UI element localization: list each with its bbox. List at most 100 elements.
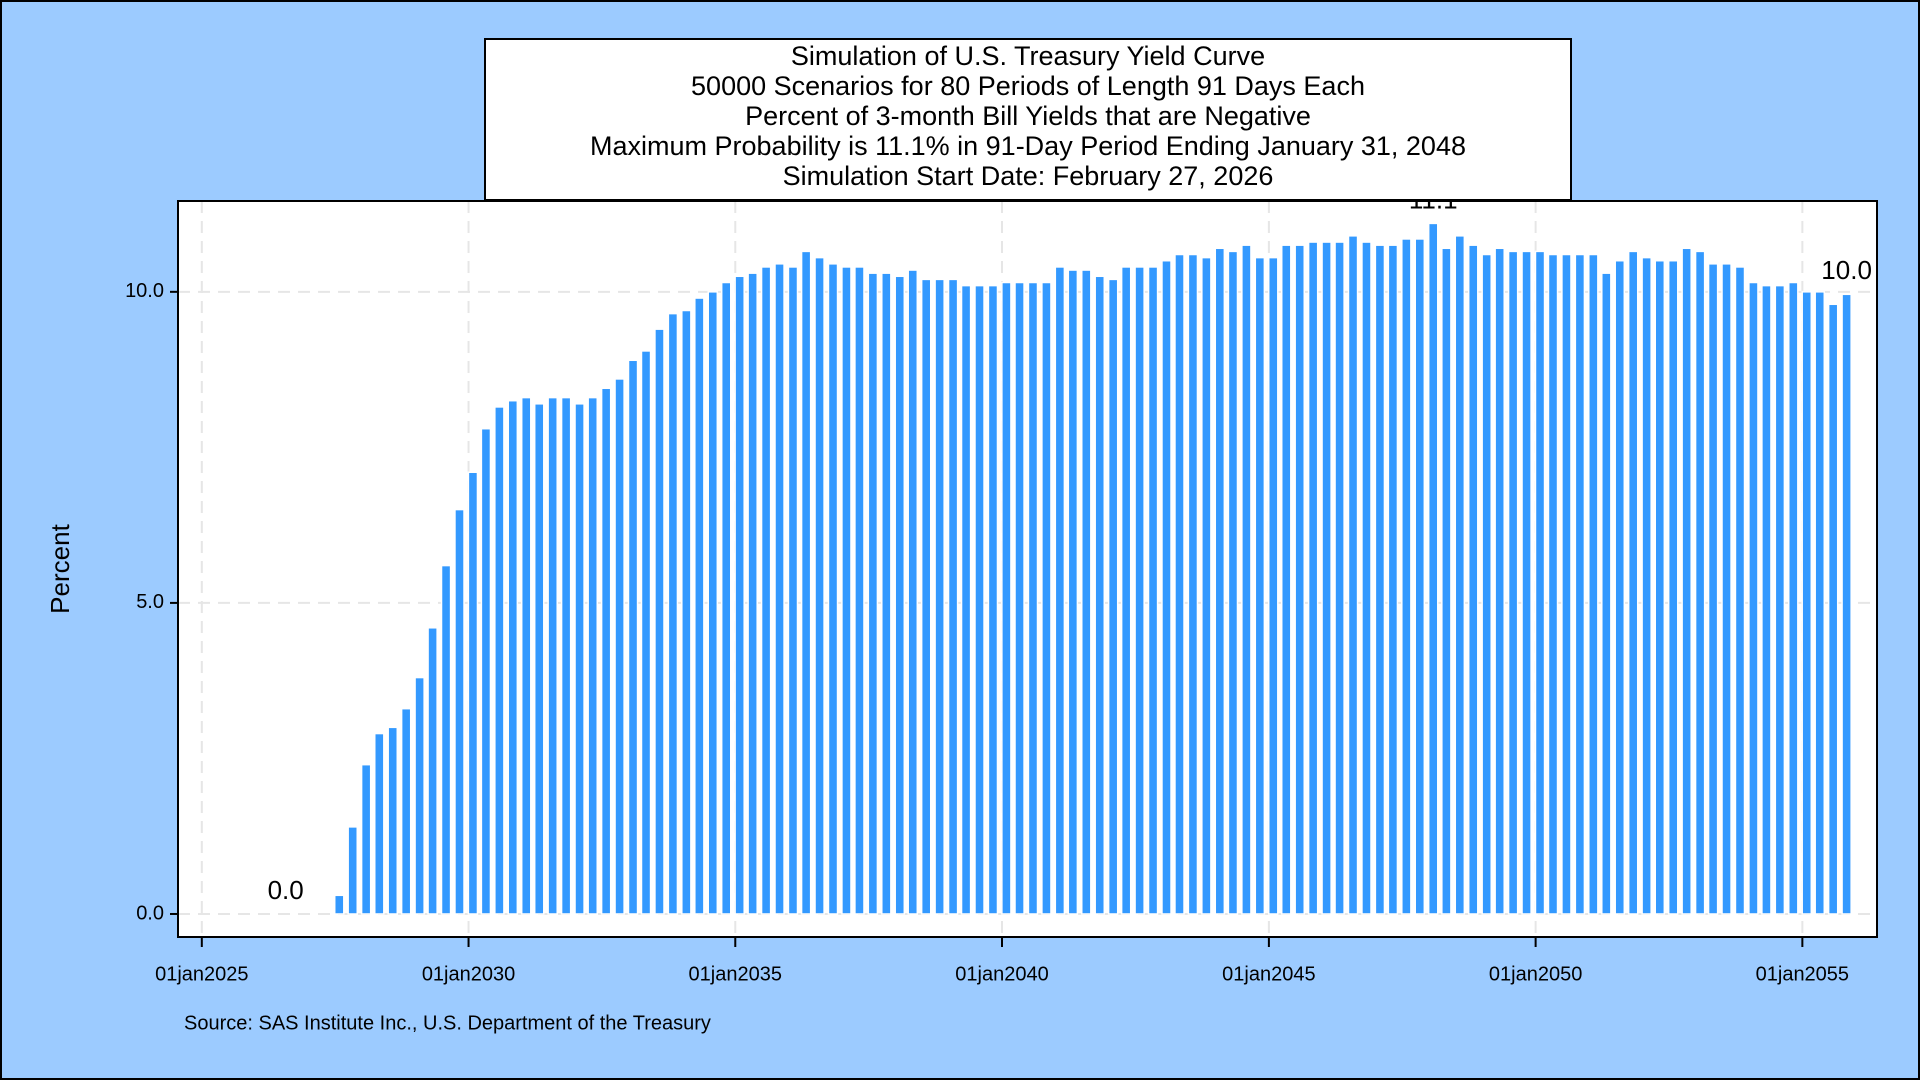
bar bbox=[894, 275, 906, 915]
bars bbox=[333, 222, 1852, 915]
bar bbox=[1507, 250, 1519, 915]
title-line: 50000 Scenarios for 80 Periods of Length… bbox=[691, 71, 1365, 101]
bar bbox=[1627, 250, 1639, 915]
bar bbox=[427, 627, 438, 915]
data-label: 10.0 bbox=[1821, 255, 1872, 285]
bar bbox=[507, 399, 519, 915]
bar bbox=[1294, 244, 1305, 915]
bar bbox=[881, 272, 892, 915]
bar bbox=[720, 281, 732, 915]
bar bbox=[907, 269, 919, 915]
bar bbox=[1174, 253, 1185, 915]
bar bbox=[1774, 284, 1786, 915]
x-tick-label: 01jan2050 bbox=[1489, 963, 1582, 985]
y-tick-label: 0.0 bbox=[136, 902, 164, 924]
bar bbox=[520, 396, 532, 915]
bar bbox=[333, 894, 345, 915]
bar bbox=[1001, 281, 1012, 915]
bar bbox=[1361, 241, 1372, 915]
bar bbox=[640, 350, 652, 915]
bar bbox=[1267, 256, 1279, 915]
y-tick-label: 5.0 bbox=[136, 591, 164, 613]
bar bbox=[920, 278, 932, 915]
bar bbox=[1321, 241, 1332, 915]
bar bbox=[1681, 247, 1692, 915]
bar bbox=[480, 427, 492, 915]
data-label: 0.0 bbox=[268, 875, 304, 905]
bar bbox=[1561, 253, 1572, 915]
title-box bbox=[484, 38, 1572, 201]
bar bbox=[1081, 269, 1092, 915]
bar bbox=[1521, 250, 1532, 915]
bar bbox=[494, 406, 505, 915]
bar bbox=[1467, 244, 1479, 915]
bar bbox=[1067, 269, 1079, 915]
bar bbox=[360, 763, 372, 915]
bar bbox=[934, 278, 945, 915]
bar bbox=[1027, 281, 1039, 915]
bar bbox=[1534, 250, 1546, 915]
bar bbox=[1707, 263, 1719, 915]
bar bbox=[414, 676, 425, 915]
bar bbox=[1574, 253, 1586, 915]
bar bbox=[814, 256, 825, 915]
bar bbox=[1641, 256, 1652, 915]
bar bbox=[547, 396, 558, 915]
bar bbox=[1254, 256, 1266, 915]
bar bbox=[1014, 281, 1025, 915]
bar bbox=[947, 278, 959, 915]
bar bbox=[387, 726, 399, 915]
bar bbox=[1241, 244, 1252, 915]
bar bbox=[600, 387, 612, 915]
bar bbox=[347, 826, 358, 915]
bar bbox=[1054, 266, 1066, 915]
bar bbox=[1307, 241, 1319, 915]
bar bbox=[1841, 293, 1852, 915]
bar bbox=[1334, 241, 1345, 915]
bar bbox=[800, 250, 812, 915]
bar bbox=[1547, 253, 1559, 915]
bar bbox=[533, 403, 545, 915]
axes: 0.0 5.0 10.0 01jan2025 01jan2030 01jan2035 01j… bbox=[125, 280, 1849, 985]
bar bbox=[560, 396, 572, 915]
bar bbox=[760, 266, 772, 915]
bar bbox=[614, 378, 625, 915]
bar bbox=[1107, 278, 1119, 915]
bar bbox=[440, 564, 452, 915]
bar bbox=[574, 403, 585, 915]
bar bbox=[1187, 253, 1199, 915]
bar bbox=[1494, 247, 1505, 915]
bar bbox=[1734, 266, 1746, 915]
title-line: Simulation of U.S. Treasury Yield Curve bbox=[791, 41, 1265, 71]
bar bbox=[1601, 272, 1612, 915]
bar bbox=[1427, 222, 1439, 915]
y-axis-label: Percent bbox=[45, 523, 75, 613]
bar bbox=[1227, 250, 1239, 915]
bar bbox=[454, 508, 465, 915]
y-tick-label: 10.0 bbox=[125, 280, 164, 302]
bar bbox=[1481, 253, 1492, 915]
bar bbox=[787, 266, 799, 915]
source: Source: SAS Institute Inc., U.S. Departm… bbox=[184, 1012, 711, 1034]
bar bbox=[1414, 238, 1426, 915]
bar bbox=[587, 396, 598, 915]
bar bbox=[667, 312, 679, 915]
x-tick-label: 01jan2030 bbox=[422, 963, 515, 985]
bar bbox=[1721, 263, 1732, 915]
bar bbox=[1748, 281, 1759, 915]
bar bbox=[1401, 238, 1412, 915]
bar bbox=[1120, 266, 1132, 915]
bar bbox=[1041, 281, 1052, 915]
bar bbox=[1654, 259, 1666, 915]
bar bbox=[694, 297, 705, 915]
bar bbox=[374, 732, 385, 915]
bar bbox=[1161, 259, 1172, 915]
bar bbox=[1094, 275, 1106, 915]
bar bbox=[1134, 266, 1145, 915]
bar bbox=[987, 284, 999, 915]
title-line: Maximum Probability is 11.1% in 91-Day P… bbox=[590, 131, 1466, 161]
bar bbox=[774, 263, 785, 915]
bar bbox=[1387, 244, 1399, 915]
